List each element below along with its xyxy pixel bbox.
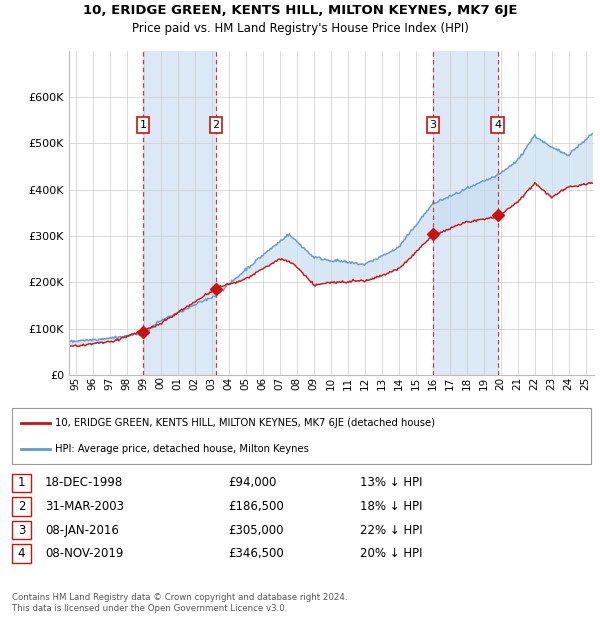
Text: Price paid vs. HM Land Registry's House Price Index (HPI): Price paid vs. HM Land Registry's House … (131, 22, 469, 35)
Text: 10, ERIDGE GREEN, KENTS HILL, MILTON KEYNES, MK7 6JE (detached house): 10, ERIDGE GREEN, KENTS HILL, MILTON KEY… (55, 418, 436, 428)
Text: £186,500: £186,500 (228, 500, 284, 513)
Text: 18% ↓ HPI: 18% ↓ HPI (360, 500, 422, 513)
Bar (143, 51, 216, 375)
Text: £94,000: £94,000 (228, 477, 277, 489)
Text: 3: 3 (18, 524, 25, 536)
Text: 31-MAR-2003: 31-MAR-2003 (45, 500, 124, 513)
Text: 18-DEC-1998: 18-DEC-1998 (45, 477, 123, 489)
Text: 4: 4 (18, 547, 25, 560)
Text: £305,000: £305,000 (228, 524, 284, 536)
Text: 20% ↓ HPI: 20% ↓ HPI (360, 547, 422, 560)
Text: 10, ERIDGE GREEN, KENTS HILL, MILTON KEYNES, MK7 6JE: 10, ERIDGE GREEN, KENTS HILL, MILTON KEY… (83, 4, 517, 17)
Text: 4: 4 (494, 120, 502, 130)
Text: Contains HM Land Registry data © Crown copyright and database right 2024.
This d: Contains HM Land Registry data © Crown c… (12, 593, 347, 613)
Text: 2: 2 (18, 500, 25, 513)
Text: 13% ↓ HPI: 13% ↓ HPI (360, 477, 422, 489)
Text: HPI: Average price, detached house, Milton Keynes: HPI: Average price, detached house, Milt… (55, 444, 310, 454)
Text: 1: 1 (18, 477, 25, 489)
Text: 1: 1 (140, 120, 146, 130)
Text: 3: 3 (430, 120, 437, 130)
Bar (433, 51, 498, 375)
Text: £346,500: £346,500 (228, 547, 284, 560)
Text: 08-NOV-2019: 08-NOV-2019 (45, 547, 124, 560)
Text: 08-JAN-2016: 08-JAN-2016 (45, 524, 119, 536)
Text: 2: 2 (212, 120, 220, 130)
Text: 22% ↓ HPI: 22% ↓ HPI (360, 524, 422, 536)
